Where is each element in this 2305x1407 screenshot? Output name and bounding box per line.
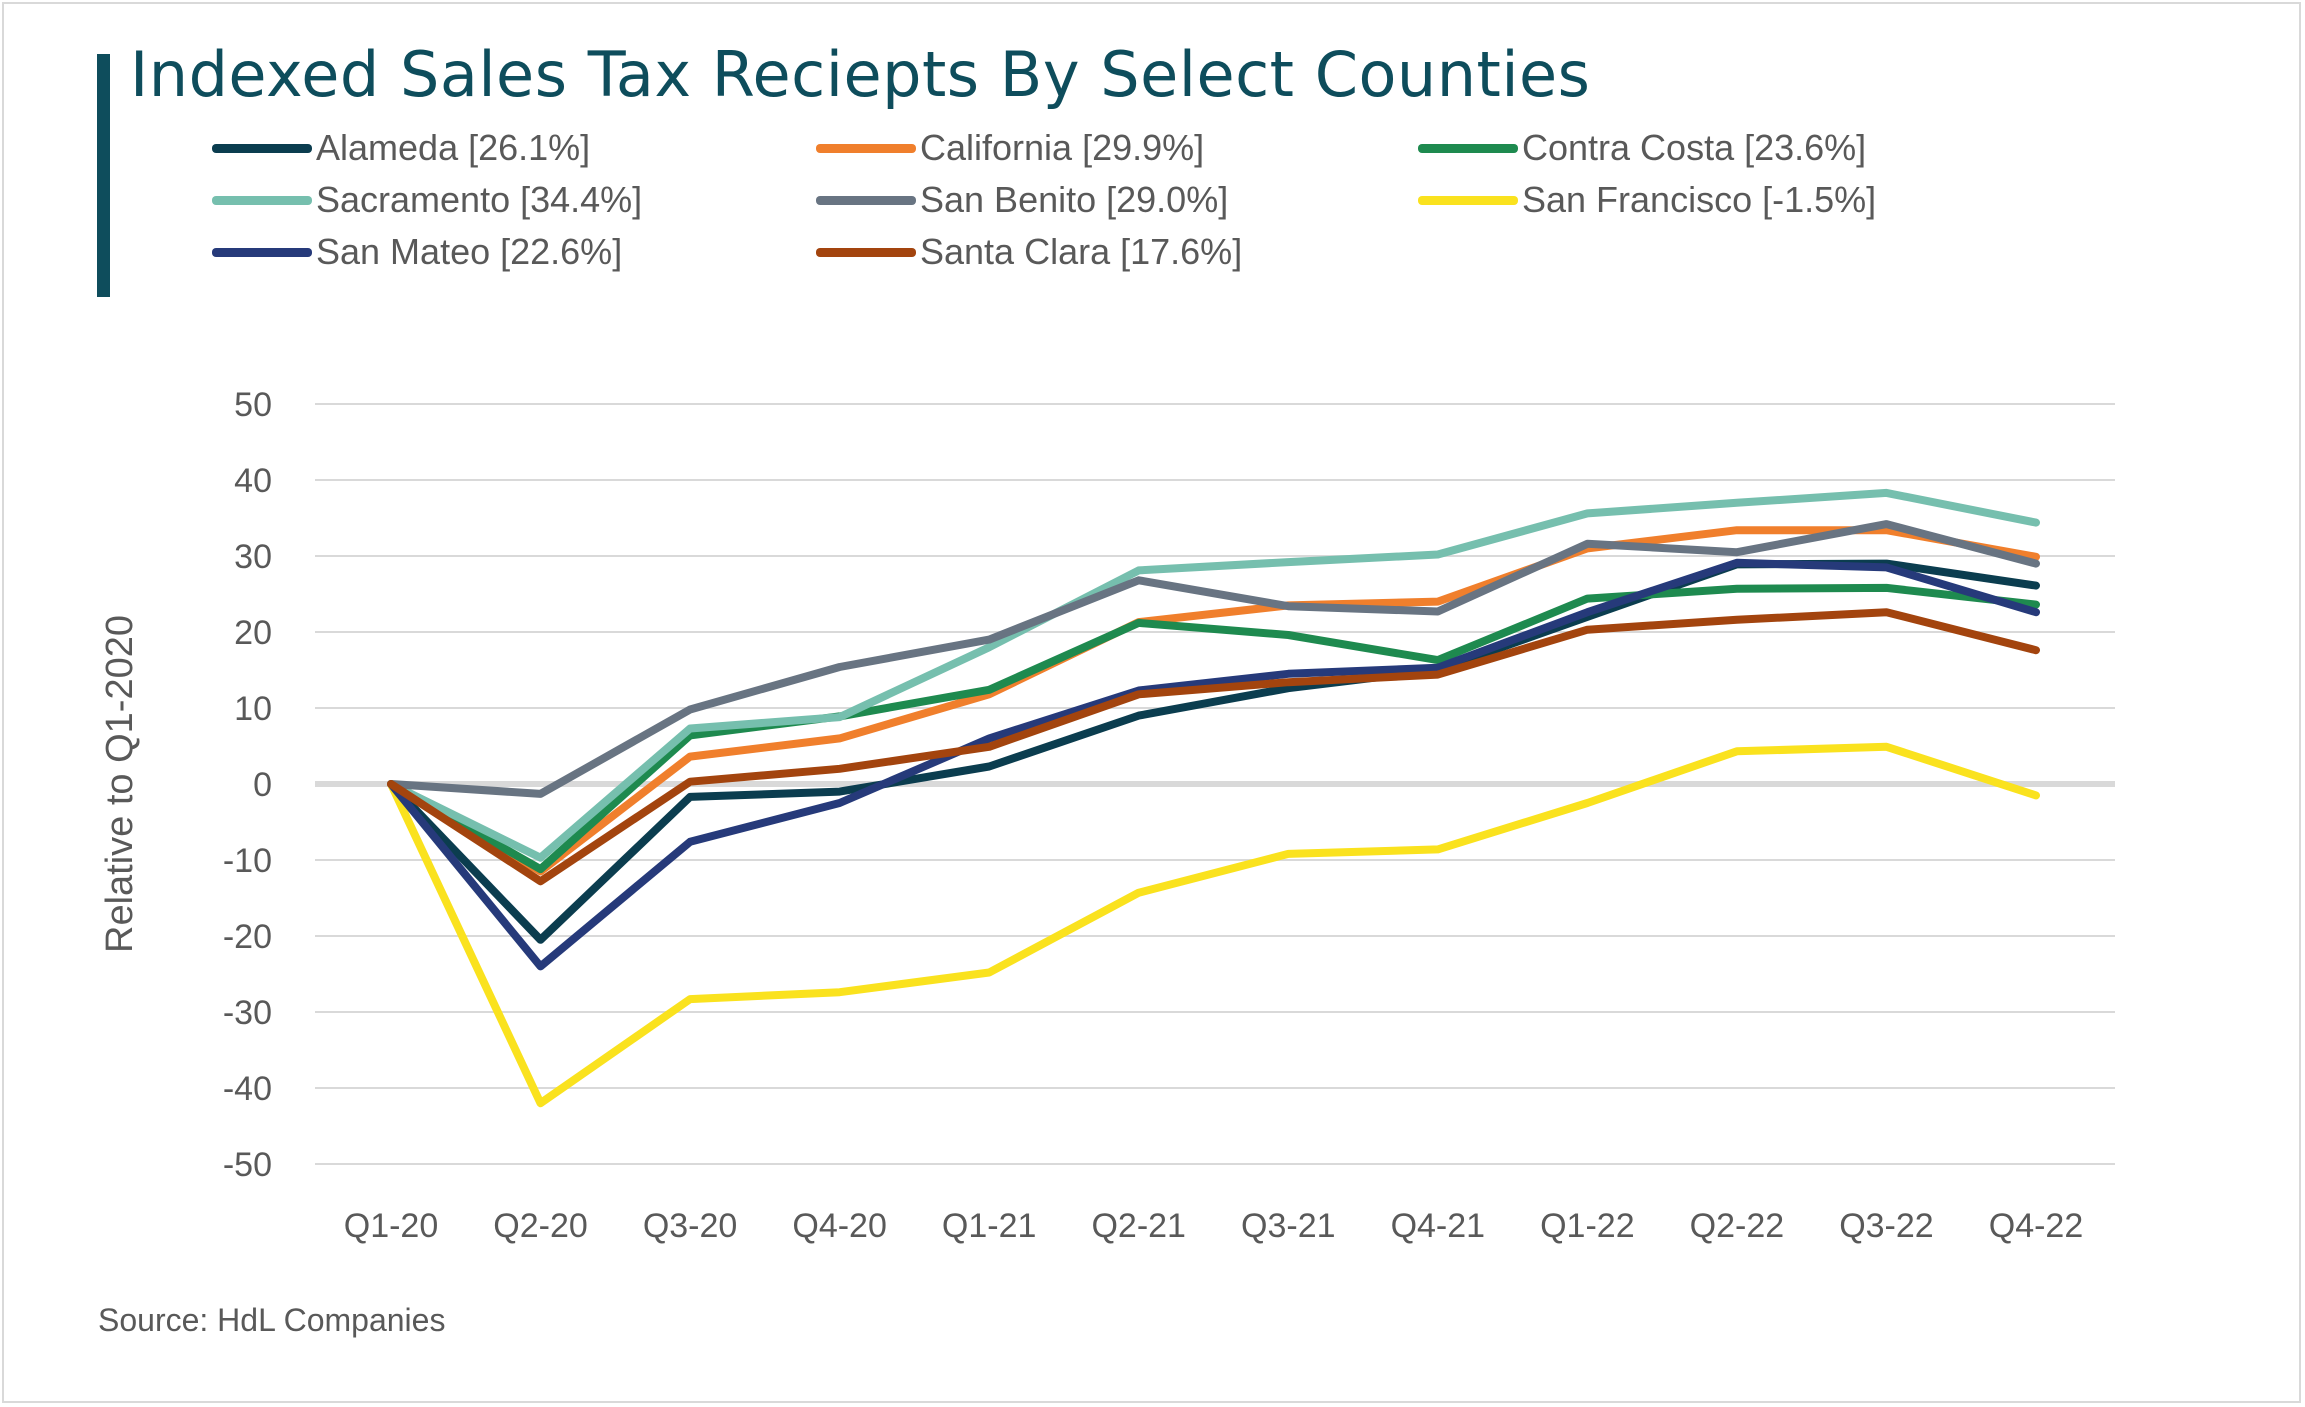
- legend-item-california: California [29.9%]: [816, 122, 1204, 174]
- x-tick-label: Q2-22: [1690, 1207, 1785, 1245]
- legend-swatch: [212, 143, 312, 153]
- y-tick-label: 0: [253, 766, 272, 804]
- y-axis-title: Relative to Q1-2020: [99, 615, 141, 953]
- legend-label: Sacramento [34.4%]: [316, 179, 643, 220]
- legend-item-sacramento: Sacramento [34.4%]: [212, 174, 642, 226]
- legend-swatch: [816, 195, 916, 205]
- y-tick-label: 10: [234, 690, 272, 728]
- legend-label: Contra Costa [23.6%]: [1522, 127, 1867, 168]
- x-tick-label: Q4-20: [792, 1207, 887, 1245]
- title-accent-bar: [97, 54, 110, 297]
- x-tick-label: Q4-22: [1989, 1207, 2084, 1245]
- x-tick-label: Q3-20: [643, 1207, 738, 1245]
- y-tick-label: 40: [234, 462, 272, 500]
- chart-title: Indexed Sales Tax Reciepts By Select Cou…: [130, 38, 1591, 111]
- x-tick-label: Q1-21: [942, 1207, 1037, 1245]
- y-tick-label: -30: [223, 994, 272, 1032]
- series-line-san-benito: [387, 520, 2040, 798]
- legend-item-santa-clara: Santa Clara [17.6%]: [816, 226, 1242, 278]
- y-tick-label: 20: [234, 614, 272, 652]
- legend-item-contra-costa: Contra Costa [23.6%]: [1418, 122, 1866, 174]
- x-tick-label: Q4-21: [1391, 1207, 1486, 1245]
- gridlines: [315, 403, 2115, 1165]
- y-tick-label: 50: [234, 386, 272, 424]
- legend-label: San Francisco [-1.5%]: [1522, 179, 1877, 220]
- x-tick-label: Q1-22: [1540, 1207, 1635, 1245]
- legend-label: San Benito [29.0%]: [920, 179, 1229, 220]
- y-tick-label: -10: [223, 842, 272, 880]
- legend: Alameda [26.1%] California [29.9%] Contra …: [212, 122, 1972, 282]
- legend-item-san-mateo: San Mateo [22.6%]: [212, 226, 622, 278]
- source-note: Source: HdL Companies: [98, 1302, 446, 1338]
- x-tick-label: Q1-20: [344, 1207, 439, 1245]
- y-tick-label: -50: [223, 1146, 272, 1184]
- series-line-california: [387, 526, 2040, 876]
- legend-label: California [29.9%]: [920, 127, 1205, 168]
- legend-item-san-benito: San Benito [29.0%]: [816, 174, 1228, 226]
- legend-item-san-francisco: San Francisco [-1.5%]: [1418, 174, 1876, 226]
- legend-item-alameda: Alameda [26.1%]: [212, 122, 590, 174]
- legend-swatch: [212, 195, 312, 205]
- legend-swatch: [212, 247, 312, 257]
- x-tick-label: Q2-20: [493, 1207, 588, 1245]
- series-line-san-mateo: [387, 558, 2040, 971]
- legend-label: San Mateo [22.6%]: [316, 231, 623, 272]
- legend-label: Santa Clara [17.6%]: [920, 231, 1243, 272]
- x-axis-ticks: Q1-20 Q2-20 Q3-20 Q4-20 Q1-21 Q2-21 Q3-21 Q4-21…: [344, 1207, 2084, 1245]
- legend-swatch: [1418, 143, 1518, 153]
- series-line-contra-costa: [387, 583, 2040, 874]
- series-lines: [387, 488, 2040, 1108]
- y-tick-label: -40: [223, 1070, 272, 1108]
- x-tick-label: Q3-22: [1839, 1207, 1934, 1245]
- legend-swatch: [816, 143, 916, 153]
- legend-label: Alameda [26.1%]: [316, 127, 591, 168]
- x-tick-label: Q2-21: [1091, 1207, 1186, 1245]
- series-line-san-francisco: [387, 742, 2040, 1108]
- x-tick-label: Q3-21: [1241, 1207, 1336, 1245]
- legend-swatch: [1418, 195, 1518, 205]
- y-tick-label: -20: [223, 918, 272, 956]
- legend-swatch: [816, 247, 916, 257]
- y-axis-ticks: 50 40 30 20 10 0 -10 -20 -30 -40 -50: [223, 386, 272, 1184]
- series-line-santa-clara: [387, 608, 2040, 886]
- y-tick-label: 30: [234, 538, 272, 576]
- series-line-sacramento: [387, 488, 2040, 862]
